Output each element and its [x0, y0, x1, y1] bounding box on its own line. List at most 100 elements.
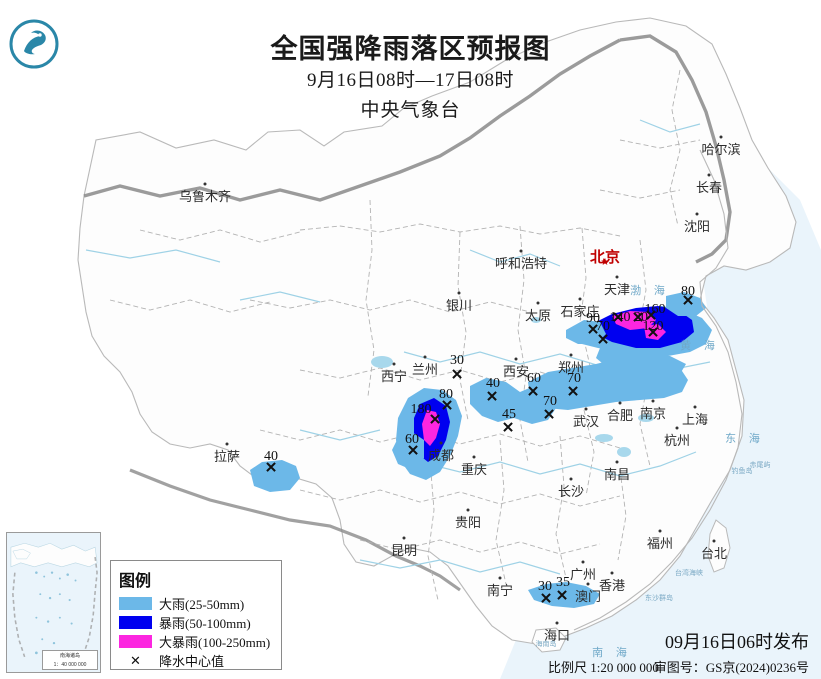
- precip-center-x-icon: ✕: [485, 388, 499, 406]
- city-dot-icon: [457, 291, 461, 295]
- city-dot-icon: [658, 529, 662, 533]
- inset-scale-caption: 南海诸岛: [59, 653, 80, 659]
- precip-center-x-icon: ✕: [596, 331, 610, 349]
- city-dot-icon: [569, 477, 573, 481]
- city-label-海口: 海口: [543, 628, 571, 643]
- precip-center-x-icon: ✕: [440, 397, 454, 415]
- island-label-东沙群岛: 东沙群岛: [645, 594, 673, 602]
- city-dot-icon: [581, 560, 585, 564]
- island-label-钓鱼岛: 钓鱼岛: [731, 467, 753, 475]
- precip-center-value: 80: [681, 284, 695, 299]
- city-label-合肥: 合肥: [606, 408, 634, 423]
- city-label-长沙: 长沙: [557, 484, 585, 499]
- precip-center-value: 70: [543, 394, 557, 409]
- precip-center-value: 60: [405, 432, 419, 447]
- city-label-石家庄: 石家庄: [560, 304, 600, 319]
- precip-center-x-icon: ✕: [566, 383, 580, 401]
- precip-center-x-icon: ✕: [428, 411, 442, 429]
- precip-center-icon: ✕: [130, 652, 141, 668]
- city-label-武汉: 武汉: [572, 414, 600, 429]
- city-dot-icon: [555, 621, 559, 625]
- city-label-台北: 台北: [700, 546, 728, 561]
- island-label-赤尾屿: 赤尾屿: [749, 461, 771, 469]
- precip-center-x-icon: ✕: [681, 292, 695, 310]
- city-dot-icon: [514, 357, 518, 361]
- city-dot-icon: [536, 301, 540, 305]
- legend-item: 大暴雨(100-250mm): [119, 632, 273, 651]
- city-dot-icon: [578, 297, 582, 301]
- china-landmass: [77, 17, 797, 645]
- cma-dragon-logo: [9, 19, 59, 69]
- city-dot-icon: [695, 212, 699, 216]
- precip-center-x-icon: ✕: [539, 590, 553, 608]
- precip-center-value: 80: [439, 387, 453, 402]
- swatch-severe-rainstorm: [119, 635, 152, 648]
- legend-center-label: 降水中心值: [159, 654, 225, 669]
- city-dot-icon: [519, 249, 523, 253]
- precip-center-marker: ✕: [540, 592, 553, 607]
- city-dot-icon: [466, 508, 470, 512]
- city-dot-icon: [618, 401, 622, 405]
- precip-center-marker: ✕: [632, 311, 645, 326]
- precip-center-value: 140: [609, 310, 631, 325]
- precip-center-x-icon: ✕: [644, 307, 658, 325]
- city-dot-icon: [402, 536, 406, 540]
- island-label-台湾海峡: 台湾海峡: [675, 569, 703, 577]
- city-dot-icon: [610, 571, 614, 575]
- city-dot-icon: [439, 441, 443, 445]
- city-label-南昌: 南昌: [603, 467, 631, 482]
- city-dot-icon: [225, 442, 229, 446]
- swatch-heavy-rain: [119, 597, 152, 610]
- city-label-成都: 成都: [427, 448, 455, 463]
- legend-title: 图例: [119, 573, 152, 590]
- precip-center-marker: ✕: [612, 311, 625, 326]
- city-dot-icon: [472, 455, 476, 459]
- legend-item: 大雨(25-50mm): [119, 594, 273, 613]
- precip-center-value: 70: [567, 371, 581, 386]
- precip-center-value: 35: [556, 575, 570, 590]
- precip-center-marker: ✕: [486, 390, 499, 405]
- legend-item: 暴雨(50-100mm): [119, 613, 273, 632]
- precip-center-value: 20: [634, 310, 648, 325]
- legend-item-label: 大暴雨(100-250mm): [159, 635, 271, 650]
- city-label-天津: 天津: [603, 282, 631, 297]
- city-label-呼和浩特: 呼和浩特: [494, 256, 548, 271]
- inset-scale-value: 1：40 000 000: [53, 662, 87, 668]
- precip-center-x-icon: ✕: [555, 587, 569, 605]
- precip-center-x-icon: ✕: [264, 459, 278, 477]
- city-dot-icon: [712, 539, 716, 543]
- precip-center-x-icon: ✕: [526, 383, 540, 401]
- city-label-乌鲁木齐: 乌鲁木齐: [178, 189, 232, 204]
- precip-center-value: 70: [596, 319, 610, 334]
- city-dot-icon: [719, 135, 723, 139]
- precip-center-value: 60: [527, 371, 541, 386]
- island-label-海南岛: 海南岛: [535, 640, 557, 648]
- precip-center-value: 120: [642, 319, 664, 334]
- city-dot-icon: [615, 460, 619, 464]
- approval-number: 审图号：GS京(2024)0236号: [653, 660, 809, 675]
- publish-time: 09月16日06时发布: [665, 632, 809, 652]
- sea-label-渤海: 渤 海: [630, 285, 670, 297]
- legend-center-row: ✕ 降水中心值: [119, 651, 273, 670]
- city-dot-icon: [615, 275, 619, 279]
- precip-center-marker: ✕: [527, 385, 540, 400]
- city-label-哈尔滨: 哈尔滨: [701, 142, 741, 157]
- precip-center-x-icon: ✕: [501, 419, 515, 437]
- precip-center-value: 30: [450, 353, 464, 368]
- city-dot-icon: [569, 353, 573, 357]
- city-label-银川: 银川: [445, 298, 473, 313]
- rainfall-area-layer: [250, 292, 712, 608]
- precip-center-marker: ✕: [543, 408, 556, 423]
- precip-center-marker: ✕: [265, 461, 278, 476]
- precip-center-x-icon: ✕: [611, 309, 625, 327]
- city-label-贵阳: 贵阳: [454, 515, 482, 530]
- city-label-长春: 长春: [695, 180, 723, 195]
- precip-center-marker: ✕: [587, 323, 600, 338]
- city-label-西宁: 西宁: [380, 369, 408, 384]
- precip-center-marker: ✕: [567, 385, 580, 400]
- precip-center-marker: ✕: [597, 333, 610, 348]
- city-dot-icon: [707, 173, 711, 177]
- capital-star-icon: ★: [600, 257, 610, 268]
- precip-center-x-icon: ✕: [450, 366, 464, 384]
- city-dot-icon: [693, 405, 697, 409]
